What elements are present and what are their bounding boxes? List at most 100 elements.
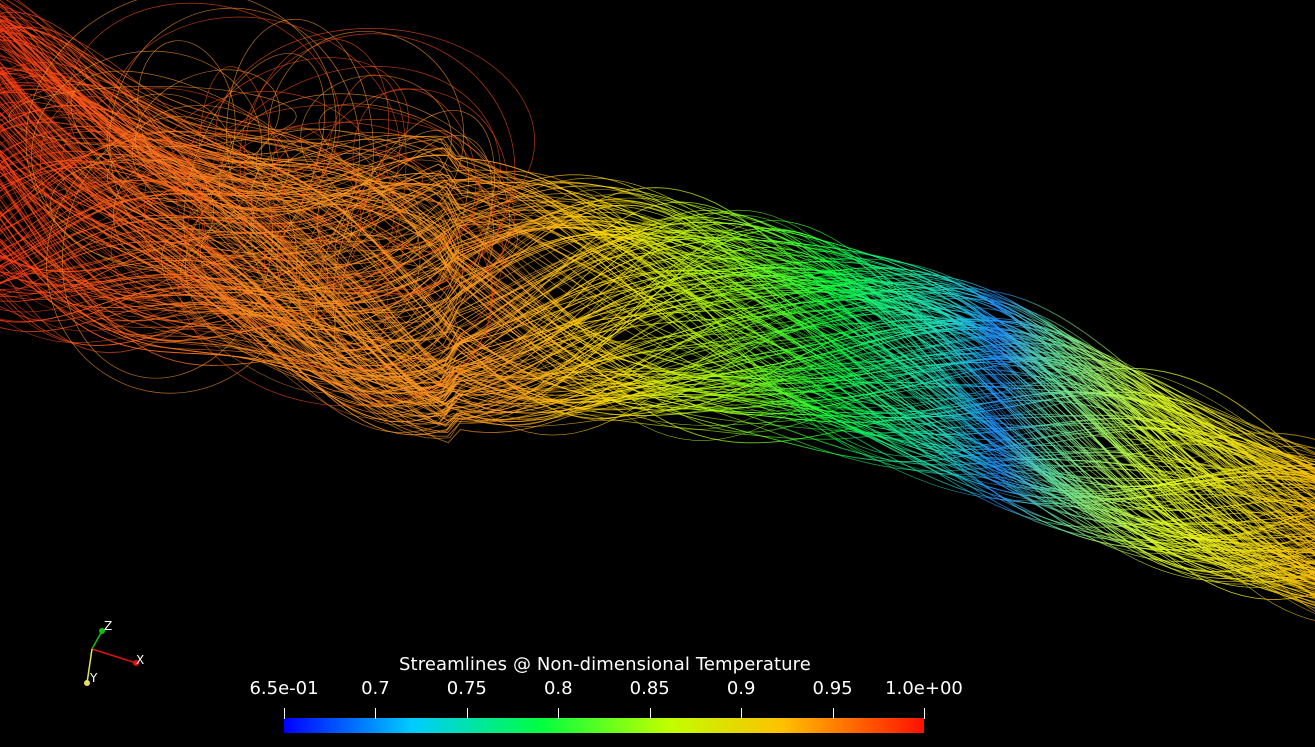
streamline <box>0 113 1315 515</box>
streamline <box>0 118 1315 553</box>
streamline <box>0 172 1315 500</box>
streamline <box>0 217 1315 574</box>
streamline <box>0 130 1315 471</box>
y-axis-tip <box>84 680 90 686</box>
streamline <box>0 85 1315 590</box>
legend-tick-mark <box>375 708 377 719</box>
legend-tick-label: 0.9 <box>726 678 756 699</box>
streamline <box>0 153 1315 504</box>
streamline <box>0 180 1315 511</box>
streamline <box>0 201 1315 585</box>
vortex-loop <box>318 103 496 205</box>
streamline <box>0 179 1315 539</box>
streamline <box>0 96 1315 525</box>
vortex-loop <box>61 87 304 280</box>
x-axis-tip <box>133 660 139 666</box>
legend-tick-mark <box>466 708 468 719</box>
streamline <box>0 31 1315 514</box>
streamline <box>0 29 1315 599</box>
streamline <box>0 48 1315 499</box>
vortex-loop <box>187 57 409 227</box>
vortex-loop <box>106 93 234 203</box>
streamline <box>0 105 1315 551</box>
vortex-loop <box>250 138 384 258</box>
streamline <box>0 137 1315 477</box>
vortex-loop <box>255 128 518 271</box>
x-axis-line <box>91 648 137 664</box>
vortex-loop <box>332 110 495 367</box>
legend-title: Streamlines @ Non-dimensional Temperatur… <box>399 654 811 675</box>
legend-tick-label: 0.75 <box>446 678 487 699</box>
vortex-loop <box>143 90 395 325</box>
vortex-loop <box>215 28 535 247</box>
vortex-loop <box>186 121 504 371</box>
streamline <box>0 186 1315 593</box>
vortex-loop <box>177 166 493 407</box>
vortex-loop <box>109 7 361 284</box>
vortex-loop <box>40 96 201 301</box>
streamline <box>0 19 1315 538</box>
streamline-bundle <box>0 0 1315 621</box>
streamline <box>13 0 1315 574</box>
streamline <box>0 123 1315 531</box>
vortex-loop <box>298 176 464 377</box>
vortex-loop <box>263 148 493 401</box>
streamline <box>0 221 1315 596</box>
streamline <box>0 219 1315 584</box>
legend-tick-mark <box>649 708 651 719</box>
streamline <box>0 126 1315 498</box>
legend-tick-mark <box>741 708 743 719</box>
streamline <box>0 134 1315 573</box>
z-axis-label: Z <box>104 619 112 633</box>
vortex-loop <box>50 159 255 269</box>
streamline <box>0 165 1315 580</box>
vortex-loop <box>200 212 329 318</box>
streamline <box>0 199 1315 529</box>
streamline <box>0 19 1315 481</box>
streamline <box>0 85 1315 528</box>
streamline <box>0 212 1315 573</box>
x-axis-label: X <box>136 653 144 667</box>
vortex-loop <box>142 184 246 272</box>
vortex-loop <box>67 2 341 222</box>
legend-tick-label: 0.8 <box>543 678 573 699</box>
vortex-loop <box>46 131 298 394</box>
streamline <box>0 16 1315 621</box>
y-axis-label: Y <box>89 671 98 685</box>
streamline <box>0 69 1315 582</box>
vortex-loop <box>107 152 203 221</box>
vortex-loop <box>70 70 353 263</box>
vortex-loop <box>161 223 318 343</box>
streamline <box>0 103 1315 570</box>
streamline <box>0 55 1315 523</box>
legend-tick-label: 0.85 <box>629 678 670 699</box>
z-axis-line <box>91 630 103 650</box>
y-axis-line <box>86 648 93 684</box>
orientation-axes: Z X Y <box>84 619 144 686</box>
colorbar <box>284 718 924 733</box>
streamline <box>0 14 1315 575</box>
streamline <box>5 0 1315 600</box>
legend-tick-mark <box>832 708 834 719</box>
vortex-loop <box>135 69 280 180</box>
streamline <box>0 72 1315 510</box>
vortex-loop <box>265 119 515 295</box>
streamline <box>0 223 1315 593</box>
streamline <box>0 66 1315 507</box>
vortex-loop <box>271 126 389 349</box>
vortex-loop <box>200 66 501 317</box>
streamline <box>0 210 1315 488</box>
vortex-loop <box>175 104 480 279</box>
streamline <box>0 34 1315 596</box>
vortex-loop <box>8 85 297 148</box>
streamline <box>0 165 1315 582</box>
vortex-loop <box>334 135 493 389</box>
vortex-loop <box>267 30 465 237</box>
vortex-loop <box>218 93 511 311</box>
streamline <box>0 154 1315 566</box>
streamline <box>0 204 1315 567</box>
z-axis-tip <box>99 628 105 634</box>
vortex-loop <box>137 40 236 186</box>
